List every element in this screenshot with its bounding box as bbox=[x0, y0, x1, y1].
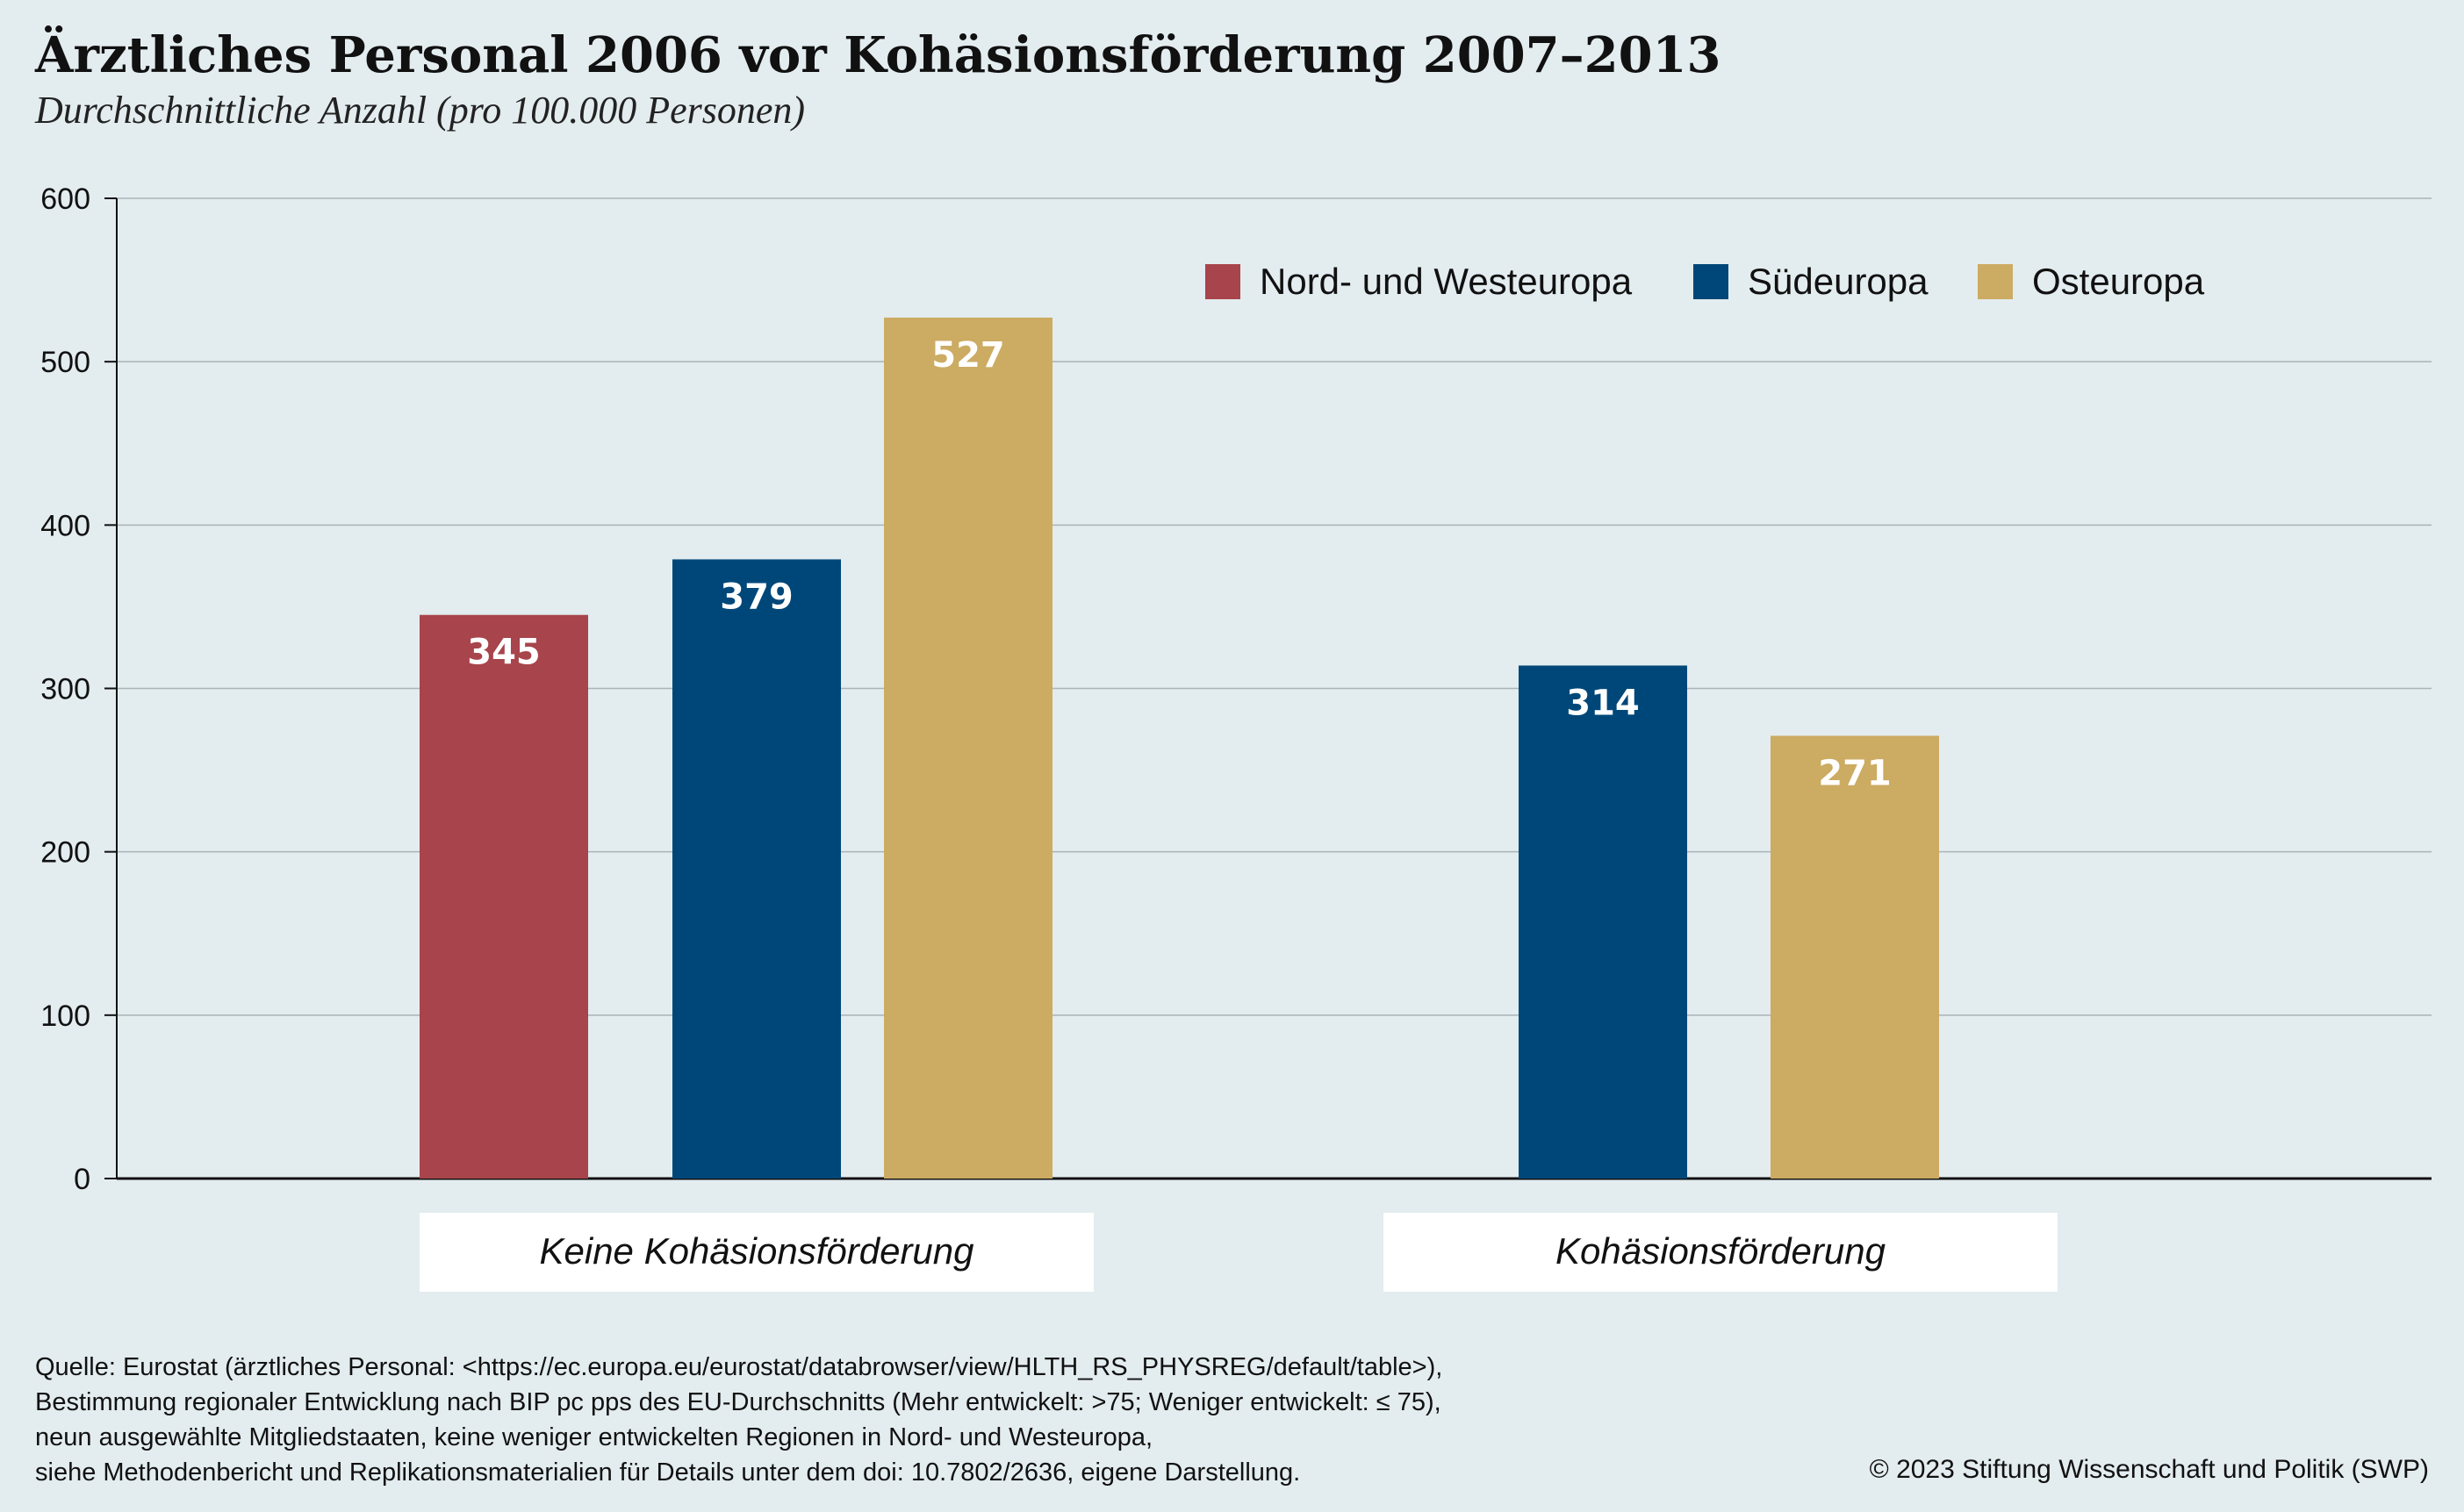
copyright-notice: © 2023 Stiftung Wissenschaft und Politik… bbox=[1869, 1455, 2429, 1484]
bar bbox=[1519, 665, 1687, 1179]
chart-subtitle: Durchschnittliche Anzahl (pro 100.000 Pe… bbox=[35, 89, 806, 132]
data-label: 379 bbox=[720, 577, 794, 617]
x-tick-label: Keine Kohäsionsförderung bbox=[539, 1230, 973, 1272]
chart-title: Ärztliches Personal 2006 vor Kohäsionsfö… bbox=[35, 26, 1721, 84]
source-notes: Quelle: Eurostat (ärztliches Personal: <… bbox=[35, 1350, 1442, 1490]
y-tick-label: 400 bbox=[40, 509, 90, 542]
source-note-line: Bestimmung regionaler Entwicklung nach B… bbox=[35, 1388, 1441, 1416]
source-note-line: siehe Methodenbericht und Replikationsma… bbox=[35, 1458, 1301, 1487]
y-tick-label: 200 bbox=[40, 836, 90, 870]
y-tick-label: 0 bbox=[74, 1163, 90, 1196]
legend-label: Südeuropa bbox=[1748, 261, 1929, 302]
bar-chart: 0 100 200 300 400 500 600 345 379 527 314 271 Keine … bbox=[40, 183, 2432, 1292]
data-label: 345 bbox=[467, 633, 541, 673]
data-label: 314 bbox=[1566, 683, 1640, 723]
y-tick-label: 500 bbox=[40, 346, 90, 379]
y-tick-label: 300 bbox=[40, 673, 90, 706]
source-note-line: Quelle: Eurostat (ärztliches Personal: <… bbox=[35, 1353, 1443, 1381]
y-tick-label: 100 bbox=[40, 1000, 90, 1033]
legend-swatch bbox=[1978, 264, 2013, 299]
source-note-line: neun ausgewählte Mitgliedstaaten, keine … bbox=[35, 1423, 1153, 1451]
legend-swatch bbox=[1693, 264, 1728, 299]
bar bbox=[1771, 735, 1939, 1179]
bar bbox=[884, 317, 1052, 1179]
legend-label: Osteuropa bbox=[2032, 261, 2205, 302]
legend-label: Nord- und Westeuropa bbox=[1260, 261, 1633, 302]
bar bbox=[420, 614, 588, 1179]
category-label-box bbox=[1383, 1213, 2058, 1292]
x-tick-label: Kohäsionsförderung bbox=[1555, 1230, 1886, 1272]
data-label: 271 bbox=[1818, 753, 1892, 793]
y-tick-label: 600 bbox=[40, 183, 90, 216]
bar bbox=[672, 559, 841, 1179]
legend-swatch bbox=[1205, 264, 1240, 299]
category-label-box bbox=[420, 1213, 1094, 1292]
data-label: 527 bbox=[931, 335, 1005, 376]
